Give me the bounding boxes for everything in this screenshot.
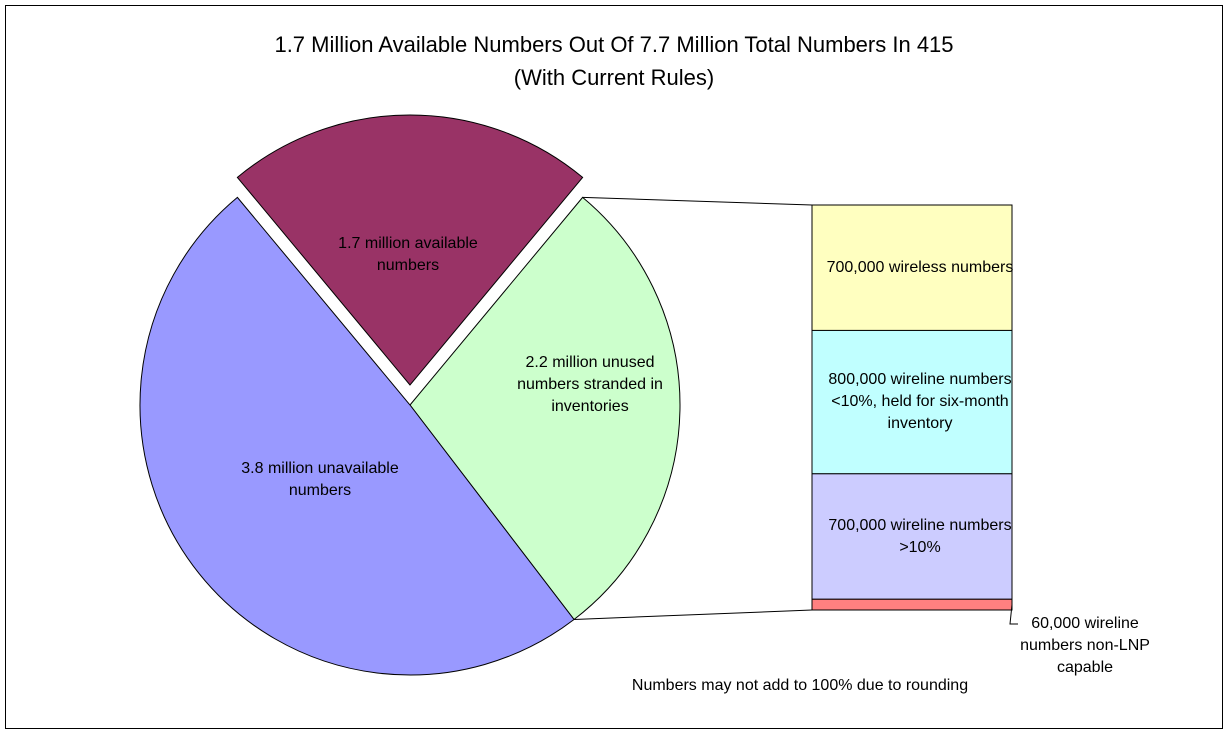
bar-segment bbox=[811, 598, 1013, 611]
bar-label: 800,000 wireline numbers <10%, held for … bbox=[828, 371, 1012, 433]
slice-label: 2.2 million unused numbers stranded in i… bbox=[517, 354, 663, 415]
pie-slice bbox=[139, 196, 575, 676]
pie-slice bbox=[409, 196, 681, 621]
slice-label: 3.8 million unavailable numbers bbox=[241, 460, 399, 499]
note: Numbers may not add to 100% due to round… bbox=[631, 677, 969, 694]
bar-label: 60,000 wireline numbers non-LNP capable bbox=[1020, 615, 1150, 676]
bar-label: 700,000 wireless numbers bbox=[826, 258, 1014, 276]
slice-label: 1.7 million available numbers bbox=[338, 235, 478, 274]
connector-line bbox=[573, 609, 813, 620]
bar-segment bbox=[811, 204, 1013, 331]
chart-title: 1.7 Million Available Numbers Out Of 7.7… bbox=[274, 32, 954, 90]
pie-slice bbox=[236, 114, 584, 386]
connector-line bbox=[582, 196, 813, 206]
bar-label: 700,000 wireline numbers >10% bbox=[828, 516, 1012, 556]
bar-segment bbox=[811, 329, 1013, 475]
leader-line bbox=[1009, 604, 1018, 625]
bar-segment bbox=[811, 473, 1013, 600]
